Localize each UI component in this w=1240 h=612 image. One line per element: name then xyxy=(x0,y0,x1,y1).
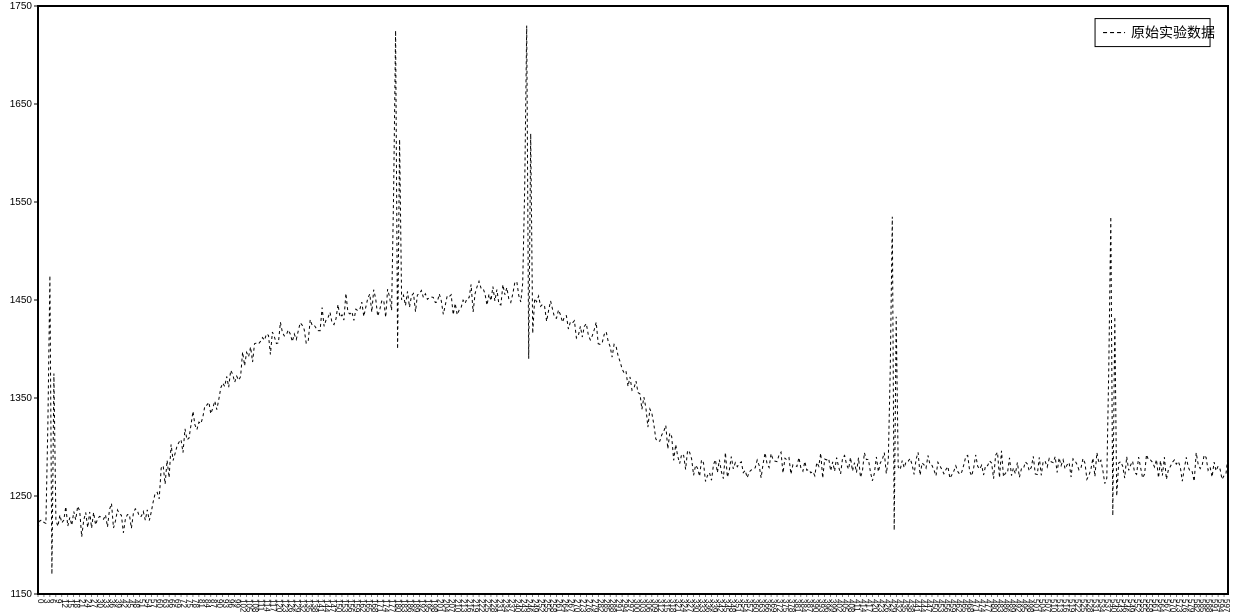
svg-text:1150: 1150 xyxy=(10,589,32,600)
svg-text:1650: 1650 xyxy=(10,99,33,110)
svg-text:1550: 1550 xyxy=(10,197,33,208)
chart-container: 1150125013501450155016501750036912151821… xyxy=(0,0,1240,612)
svg-text:597: 597 xyxy=(1222,599,1231,612)
svg-text:1750: 1750 xyxy=(10,1,33,12)
svg-text:1350: 1350 xyxy=(10,393,33,404)
chart-svg: 1150125013501450155016501750036912151821… xyxy=(0,0,1240,612)
legend: 原始实验数据 xyxy=(1095,19,1215,47)
svg-text:1450: 1450 xyxy=(10,295,33,306)
svg-text:1250: 1250 xyxy=(10,491,33,502)
legend-label: 原始实验数据 xyxy=(1131,25,1215,41)
